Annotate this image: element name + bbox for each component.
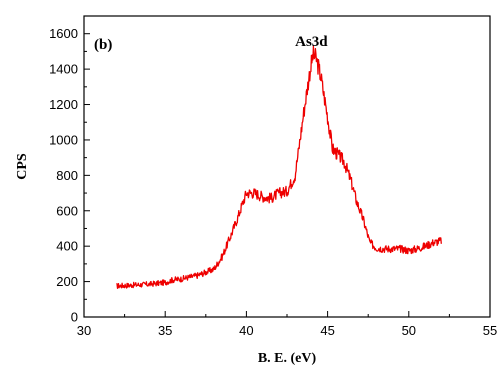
- tick-labels: 30 35 40 45 50 55 0 200 400 600 800 1000 1200 1400 160…: [49, 26, 497, 338]
- x-tick-label: 30: [77, 323, 91, 338]
- y-tick-label: 400: [56, 239, 78, 254]
- x-tick-label: 45: [320, 323, 334, 338]
- y-tick-label: 1600: [49, 26, 78, 41]
- y-tick-label: 0: [71, 310, 78, 325]
- x-tick-label: 55: [483, 323, 497, 338]
- x-tick-label: 35: [158, 323, 172, 338]
- y-tick-label: 1200: [49, 97, 78, 112]
- y-tick-label: 1400: [49, 62, 78, 77]
- spectrum-line: [116, 45, 442, 289]
- y-tick-label: 1000: [49, 132, 78, 147]
- y-tick-label: 800: [56, 168, 78, 183]
- axis-ticks: [83, 33, 491, 318]
- x-axis-title: B. E. (eV): [258, 351, 317, 366]
- x-tick-label: 40: [239, 323, 253, 338]
- y-tick-label: 600: [56, 203, 78, 218]
- peak-annotation: As3d: [295, 34, 328, 50]
- y-axis-title: CPS: [15, 153, 30, 180]
- x-tick-label: 50: [402, 323, 416, 338]
- y-tick-label: 200: [56, 274, 78, 289]
- panel-label: (b): [94, 37, 112, 53]
- plot-frame: [83, 15, 491, 318]
